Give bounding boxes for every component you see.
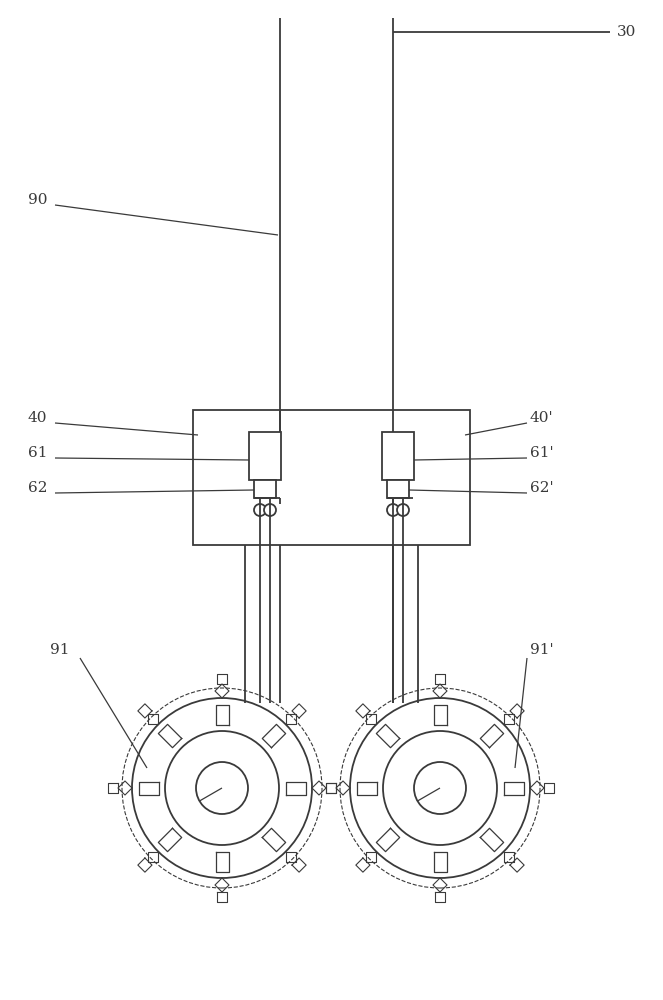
Circle shape bbox=[397, 504, 409, 516]
Circle shape bbox=[383, 731, 497, 845]
Circle shape bbox=[122, 688, 322, 888]
Circle shape bbox=[254, 504, 266, 516]
Text: 40': 40' bbox=[530, 411, 554, 425]
Text: 61': 61' bbox=[530, 446, 554, 460]
Bar bbox=[382, 432, 414, 480]
Circle shape bbox=[264, 504, 276, 516]
Text: 30: 30 bbox=[617, 25, 636, 39]
Bar bbox=[193, 410, 470, 545]
Text: 40: 40 bbox=[28, 411, 48, 425]
Text: 61: 61 bbox=[28, 446, 48, 460]
Text: 62': 62' bbox=[530, 481, 554, 495]
Circle shape bbox=[132, 698, 312, 878]
Text: 91': 91' bbox=[530, 643, 554, 657]
Text: 62: 62 bbox=[28, 481, 48, 495]
Circle shape bbox=[387, 504, 399, 516]
Circle shape bbox=[340, 688, 540, 888]
Circle shape bbox=[350, 698, 530, 878]
Text: 91: 91 bbox=[50, 643, 70, 657]
Circle shape bbox=[165, 731, 279, 845]
Bar bbox=[254, 480, 276, 498]
Bar bbox=[249, 432, 281, 480]
Text: 90: 90 bbox=[28, 193, 48, 207]
Bar bbox=[387, 480, 409, 498]
Circle shape bbox=[414, 762, 466, 814]
Circle shape bbox=[196, 762, 248, 814]
